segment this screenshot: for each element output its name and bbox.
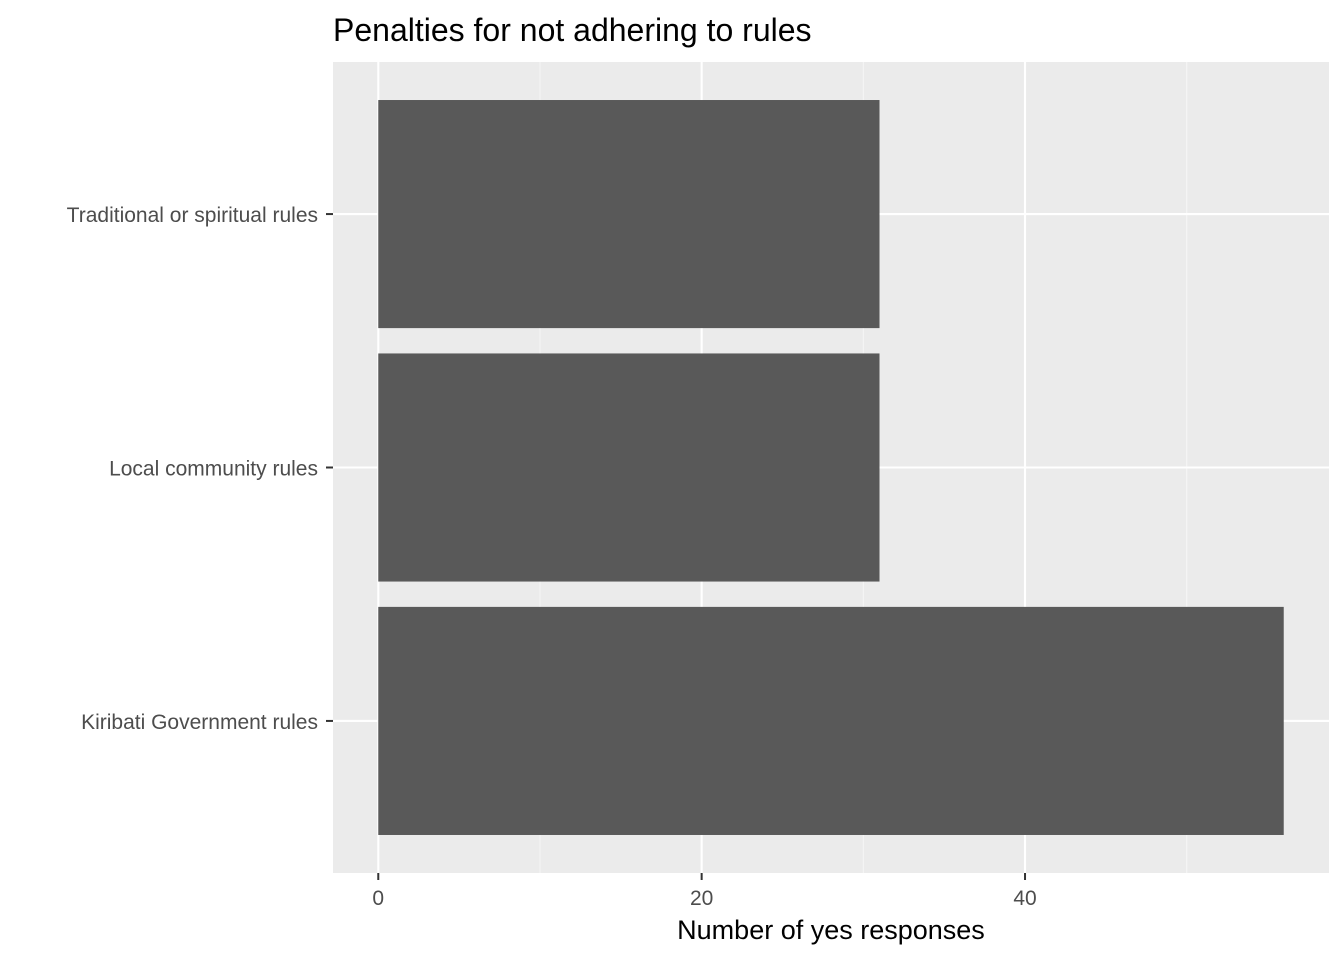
x-axis: 0 20 40: [372, 873, 1037, 910]
bar: [378, 353, 880, 582]
y-tick-label: Kiribati Government rules: [81, 711, 318, 734]
bars: [378, 100, 1284, 835]
x-tick-label: 40: [1013, 887, 1036, 910]
x-axis-title: Number of yes responses: [677, 915, 985, 945]
x-tick-label: 20: [690, 887, 713, 910]
chart-title: Penalties for not adhering to rules: [333, 12, 812, 48]
bar: [378, 606, 1284, 835]
bar: [378, 100, 880, 329]
y-tick-label: Local community rules: [109, 458, 318, 481]
y-axis: Kiribati Government rules Local community…: [67, 204, 333, 734]
y-tick-label: Traditional or spiritual rules: [67, 204, 318, 227]
x-tick-label: 0: [372, 887, 384, 910]
